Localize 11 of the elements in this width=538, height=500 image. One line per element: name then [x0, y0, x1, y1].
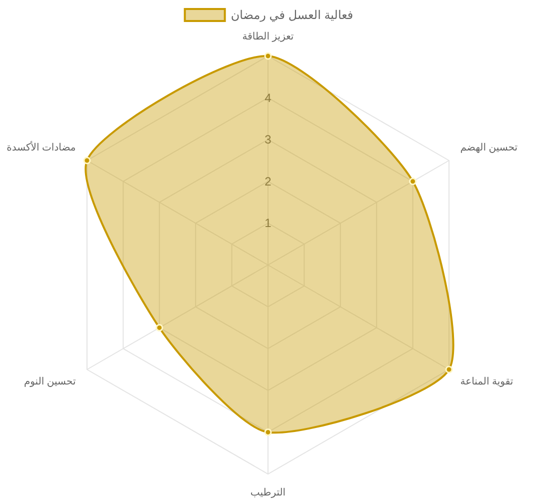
spoke-label: تحسين النوم — [24, 376, 76, 388]
spoke-label: تعزيز الطاقة — [242, 32, 294, 42]
legend-label: فعالية العسل في رمضان — [230, 8, 354, 22]
spoke-label: تقوية المناعة — [460, 376, 514, 388]
y-tick-label: 3 — [264, 132, 272, 147]
spoke-label: تحسين الهضم — [460, 142, 518, 154]
y-tick-label: 2 — [264, 174, 272, 188]
y-tick-label: 4 — [264, 90, 272, 105]
spoke-label: الترطيب — [250, 488, 286, 498]
y-tick-label: 1 — [264, 216, 272, 230]
spoke-label: مضادات الأكسدة — [6, 140, 76, 154]
